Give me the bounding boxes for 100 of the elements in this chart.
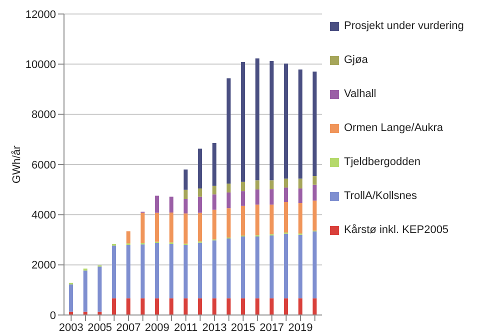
bar	[198, 196, 202, 213]
legend-label: Ormen Lange/Aukra	[344, 122, 444, 134]
bar	[98, 266, 102, 312]
bar	[184, 190, 188, 199]
bar	[241, 206, 246, 236]
bar	[284, 298, 288, 315]
bar	[155, 212, 160, 242]
bar	[212, 240, 216, 298]
bar	[298, 178, 302, 188]
bar	[255, 189, 260, 205]
x-tick-label: 2009	[144, 322, 170, 334]
y-tick-label: 6000	[32, 159, 56, 172]
bar	[140, 212, 145, 244]
bar	[212, 194, 216, 210]
y-tick-label: 2000	[32, 260, 56, 272]
bar	[184, 245, 188, 298]
bar	[270, 180, 274, 190]
bar	[198, 242, 202, 298]
bar	[312, 184, 317, 201]
bar	[126, 231, 130, 244]
bar	[184, 198, 188, 214]
bar	[270, 61, 274, 180]
x-tick-label: 2013	[202, 322, 227, 334]
bar	[312, 200, 317, 231]
bar	[212, 143, 216, 186]
x-tick-label: 2019	[288, 322, 313, 334]
bar	[83, 270, 88, 312]
bar	[298, 70, 302, 179]
y-tick-label: 0	[50, 310, 56, 322]
bar	[226, 192, 231, 208]
bar	[298, 234, 302, 298]
bar	[184, 213, 188, 244]
bar	[241, 236, 246, 298]
bar	[270, 204, 274, 234]
bar	[83, 312, 88, 315]
bar	[69, 312, 74, 315]
bar	[255, 58, 260, 180]
bar	[241, 298, 246, 315]
bar	[198, 148, 202, 188]
bar	[284, 188, 288, 202]
bar	[226, 78, 231, 184]
x-tick-label: 2015	[230, 322, 256, 334]
bar	[198, 298, 202, 315]
bar	[241, 191, 246, 206]
bar	[298, 298, 302, 315]
bar	[284, 202, 288, 232]
bar	[226, 184, 231, 192]
bar	[212, 210, 216, 240]
bar	[226, 298, 231, 315]
bar	[226, 238, 231, 298]
bar	[98, 312, 102, 315]
bar	[155, 298, 160, 315]
bar	[270, 235, 274, 298]
bar	[126, 298, 130, 315]
bar	[140, 244, 145, 298]
bar	[198, 188, 202, 197]
bar	[140, 298, 145, 315]
bar	[112, 298, 116, 315]
legend-label: TrollA/Kollsnes	[344, 190, 417, 202]
bar	[212, 186, 216, 194]
x-tick-label: 2011	[174, 322, 198, 334]
legend-label: Kårstø inkl. KEP2005	[344, 224, 449, 236]
bar	[270, 189, 274, 205]
legend-label: Tjeldbergodden	[344, 156, 420, 168]
bar	[284, 178, 288, 188]
legend-label: Prosjekt under vurdering	[344, 20, 464, 32]
bar	[169, 212, 174, 242]
bar	[169, 298, 174, 315]
bar	[126, 245, 130, 298]
bar	[226, 208, 231, 238]
x-tick-label: 2017	[260, 322, 284, 334]
bar	[155, 243, 160, 298]
bar	[241, 182, 246, 192]
bar	[298, 188, 302, 204]
bar	[284, 234, 288, 298]
legend-label: Valhall	[344, 88, 376, 100]
x-tick-label: 2005	[88, 322, 112, 334]
bar	[312, 176, 317, 185]
legend-label: Gjøa	[344, 54, 368, 66]
bar	[312, 72, 317, 176]
bar	[198, 212, 202, 242]
bar	[184, 298, 188, 315]
bar	[212, 298, 216, 315]
x-tick-label: 2007	[116, 322, 141, 334]
bar	[255, 298, 260, 315]
bar	[112, 246, 116, 298]
bar	[312, 231, 317, 298]
bar	[169, 244, 174, 298]
bar	[312, 298, 317, 315]
bar	[255, 236, 260, 298]
bar	[155, 196, 160, 213]
bar	[184, 170, 188, 190]
bar	[298, 203, 302, 234]
y-axis-title: GWh/år	[10, 145, 23, 184]
y-tick-label: 8000	[32, 109, 56, 122]
y-tick-label: 10000	[25, 59, 56, 72]
y-tick-label: 12000	[25, 8, 56, 21]
bar	[255, 204, 260, 236]
bar	[284, 64, 288, 179]
bar	[169, 196, 174, 213]
